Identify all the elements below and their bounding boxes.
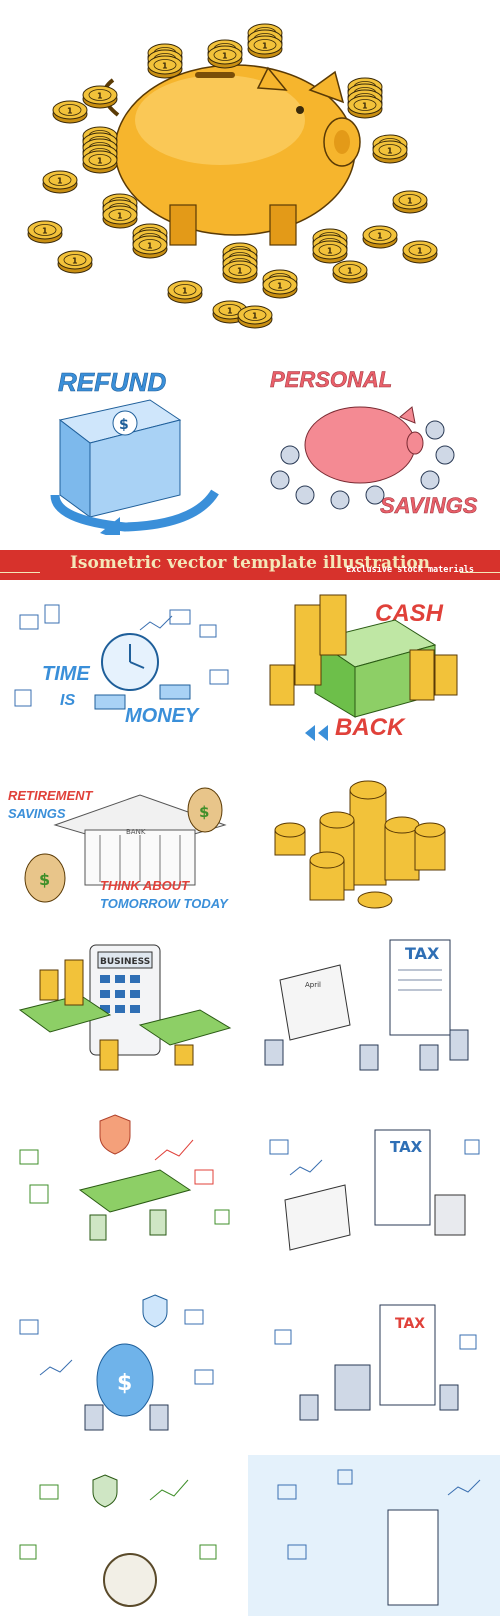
business-screen: BUSINESS [100,957,150,967]
time-label: TIME [42,663,90,685]
cash-back-illustration: CASH BACK [250,585,500,760]
back-label: BACK [335,714,406,741]
shield-icon [92,1474,118,1508]
blue-background-tax-illustration [248,1455,500,1616]
time-is-money-illustration: TIME IS MONEY [0,590,248,765]
coin-icon [280,445,300,465]
hero-piggy-bank-illustration: 1 [0,0,500,340]
calculator-icon [334,1364,371,1411]
savings-label: SAVINGS [8,806,66,821]
banner-rule-right [460,572,500,573]
alarm-clock-green-illustration [0,1455,248,1616]
money-bag-blue-illustration: $ [0,1280,248,1440]
business-calculator-illustration: BUSINESS [0,940,248,1090]
tax-calendar-illustration: TAX April [250,935,500,1090]
svg-text:$: $ [199,803,209,821]
svg-text:$: $ [117,1371,132,1396]
calendar-icon: April [279,964,351,1041]
gold-coin-stacks-illustration [250,770,500,930]
title-banner: Isometric vector template illustration E… [0,550,500,580]
calculator-icon [434,1194,466,1236]
savings-label: SAVINGS [380,493,478,518]
shield-icon [99,1114,131,1155]
tax-document-illustration: TAX [250,1100,500,1260]
finance-icons-green-illustration [0,1100,248,1260]
personal-savings-illustration: PERSONAL SAVINGS [250,345,500,535]
svg-text:$: $ [39,870,50,889]
tax-calculator-illustration: TAX [250,1280,500,1440]
is-label: IS [60,692,75,709]
alarm-clock-icon [103,1553,157,1607]
calculator-icon: BUSINESS [89,944,161,1056]
tax-label: TAX [395,1316,425,1332]
refund-arrow-icon [50,489,219,532]
calendar-icon [284,1184,351,1251]
piggy-bank-coins-icon: 1 [27,23,438,329]
bank-sign: BANK [126,828,146,836]
refund-label: REFUND [58,367,167,397]
tomorrow-today-label: TOMORROW TODAY [100,896,229,911]
refund-illustration: REFUND $ [0,345,245,535]
retirement-label: RETIREMENT [8,788,94,803]
bank-building-icon: BANK [53,794,227,886]
personal-label: PERSONAL [270,367,392,392]
lock-shield-icon [142,1294,168,1328]
calendar-month: April [305,981,321,989]
tax-label: TAX [405,944,440,963]
money-bag-icon: $ [96,1343,154,1417]
tax-label: TAX [390,1138,423,1156]
money-bag-icon: $ $ [24,787,223,903]
banner-title: Isometric vector template illustration [69,553,431,573]
banner-subtitle: Exclusive stock materials [346,565,474,575]
banner-rule-left [0,572,40,573]
banknote-stack-icon: $ [58,399,182,518]
coin-stacks-icon [274,780,446,909]
retirement-savings-illustration: RETIREMENT SAVINGS BANK $ $ THINK ABOUT … [0,770,248,930]
tax-document-icon: TAX [389,939,451,1036]
think-about-label: THINK ABOUT [100,878,190,893]
svg-text:$: $ [119,417,129,433]
money-label: MONEY [125,705,200,727]
